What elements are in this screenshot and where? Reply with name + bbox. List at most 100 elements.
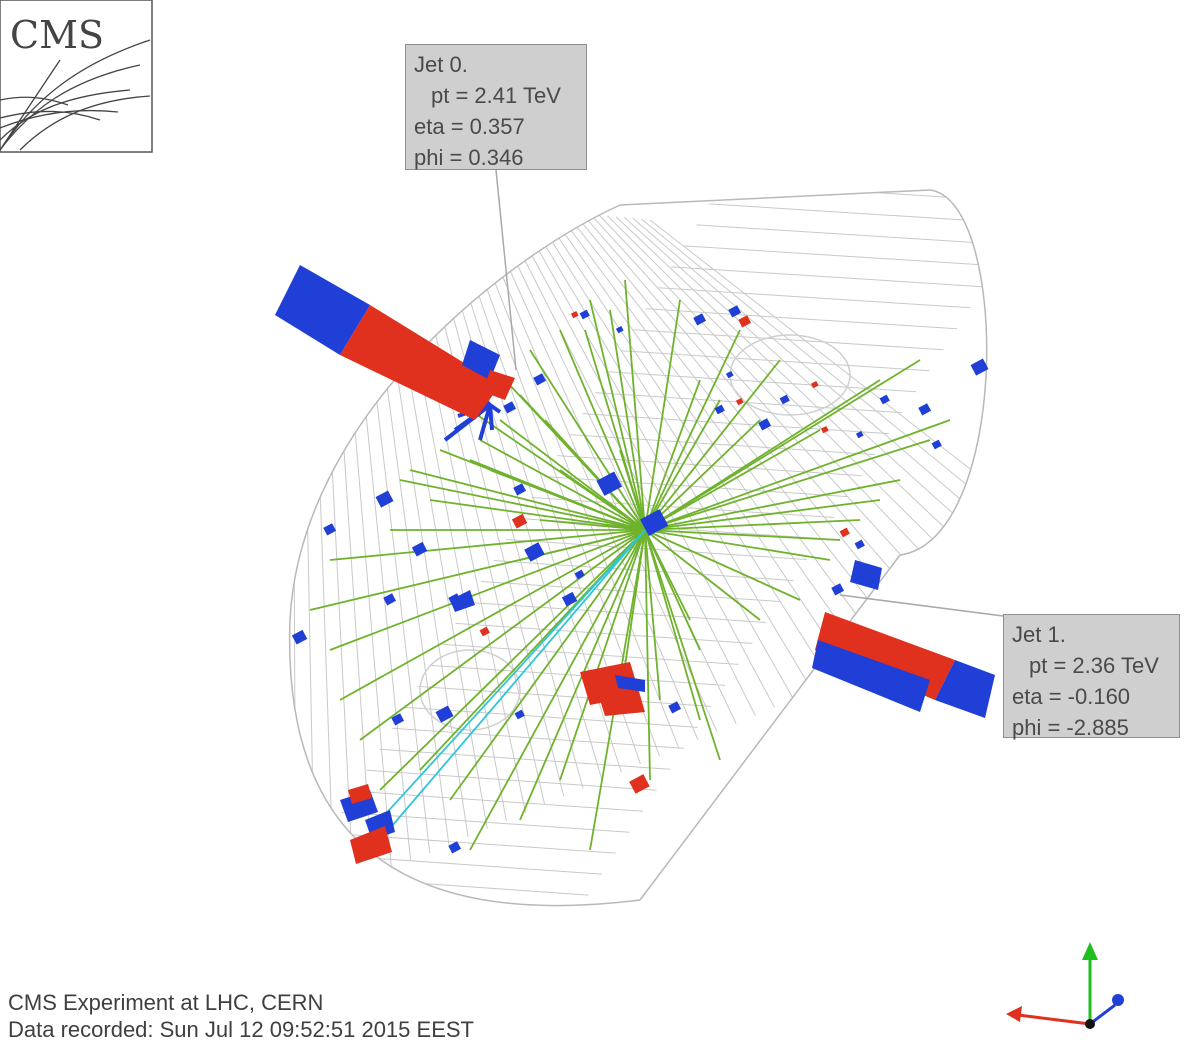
calorimeter-deposits <box>291 305 989 864</box>
hcal-deposit <box>855 430 864 439</box>
mesh-line <box>547 209 871 668</box>
ecal-deposit <box>738 315 752 328</box>
cms-logo: CMS <box>0 0 153 153</box>
mesh-line <box>455 622 753 644</box>
mesh-line <box>278 917 561 937</box>
footer-experiment: CMS Experiment at LHC, CERN <box>8 990 324 1015</box>
footer-recorded: Data recorded: Sun Jul 12 09:52:51 2015 … <box>8 1017 474 1042</box>
jet-1-title: Jet 1. <box>1012 622 1066 647</box>
track <box>644 529 721 761</box>
hcal-deposit <box>918 403 932 416</box>
hcal-deposit <box>579 309 590 320</box>
track <box>399 479 646 531</box>
hcal-deposit <box>574 569 585 580</box>
mesh-line <box>641 218 987 579</box>
track <box>644 529 661 701</box>
tracks-group <box>309 279 951 851</box>
hcal-deposit <box>391 713 405 726</box>
track <box>609 309 646 531</box>
track <box>439 449 646 531</box>
hcal-deposit <box>779 394 790 405</box>
track <box>624 279 646 531</box>
mesh-line <box>521 206 814 692</box>
track <box>379 529 646 791</box>
mesh-line <box>696 224 987 246</box>
track <box>329 529 646 651</box>
track <box>559 529 646 781</box>
hcal-deposit <box>831 583 845 596</box>
track <box>644 419 951 531</box>
mesh-line <box>658 287 971 309</box>
ecal-deposit <box>629 774 650 794</box>
axis-z-line <box>1089 1003 1116 1026</box>
track <box>644 399 721 531</box>
hcal-deposit <box>411 541 428 557</box>
mesh-line <box>649 219 987 571</box>
hcal-deposit <box>513 483 527 496</box>
hcal-deposit <box>435 705 454 723</box>
mesh-line <box>379 748 671 770</box>
jet-0-hcal-small <box>462 340 500 380</box>
hcal-deposit <box>533 373 547 386</box>
track <box>559 469 646 531</box>
mesh-line <box>493 559 794 581</box>
track <box>359 529 646 741</box>
axes-origin <box>1085 1019 1095 1029</box>
track <box>449 529 646 801</box>
track <box>529 349 646 531</box>
hcal-splash <box>488 404 494 431</box>
track <box>644 439 931 531</box>
track <box>644 529 801 601</box>
axis-x-line <box>1017 1013 1091 1026</box>
mesh-line <box>747 141 1066 161</box>
track <box>644 359 781 531</box>
jet-1-pt: pt = 2.36 TeV <box>1029 653 1159 678</box>
hcal-deposit <box>383 593 397 606</box>
track <box>644 379 881 531</box>
mesh-line <box>411 196 565 797</box>
hcal-deposit <box>524 542 545 562</box>
axis-z-tip <box>1112 994 1124 1006</box>
hcal-deposit <box>714 404 725 415</box>
hcal-deposit <box>693 313 707 326</box>
hcal-deposit <box>725 370 734 379</box>
track <box>644 429 821 531</box>
ecal-cluster <box>350 826 392 864</box>
detector-outline <box>289 189 988 907</box>
mesh-line <box>633 329 944 351</box>
hcal-deposit <box>596 471 623 496</box>
hcal-deposit <box>854 539 865 550</box>
hcal-deposit <box>291 629 308 645</box>
axis-x-arrowhead <box>1006 1006 1022 1022</box>
mesh-line <box>200 180 250 950</box>
jet-0-eta: eta = 0.357 <box>414 114 525 139</box>
mesh-line <box>632 217 987 587</box>
muon-track <box>391 529 646 827</box>
mesh-line <box>253 959 534 979</box>
hcal-deposit <box>640 509 669 536</box>
mesh-line <box>219 181 258 942</box>
ecal-cluster <box>348 784 372 804</box>
hcal-deposit <box>668 701 682 714</box>
track <box>644 479 901 531</box>
track <box>429 499 646 531</box>
track <box>479 439 646 531</box>
ecal-deposit <box>810 380 819 389</box>
track <box>644 529 691 621</box>
mesh-line <box>417 685 712 707</box>
jet-0-hcal-block <box>275 265 370 355</box>
track <box>469 529 646 851</box>
track <box>644 519 861 531</box>
mesh-line <box>366 769 657 791</box>
jet-0-phi: phi = 0.346 <box>414 145 524 170</box>
mesh-line <box>590 213 967 627</box>
track <box>589 299 646 531</box>
jet-0-pt: pt = 2.41 TeV <box>431 83 561 108</box>
mesh-line <box>513 206 795 700</box>
mesh-line <box>645 308 958 330</box>
jet-1-eta: eta = -0.160 <box>1012 684 1131 709</box>
muon-track <box>379 529 646 821</box>
track <box>329 529 646 561</box>
hcal-deposit <box>879 394 890 405</box>
